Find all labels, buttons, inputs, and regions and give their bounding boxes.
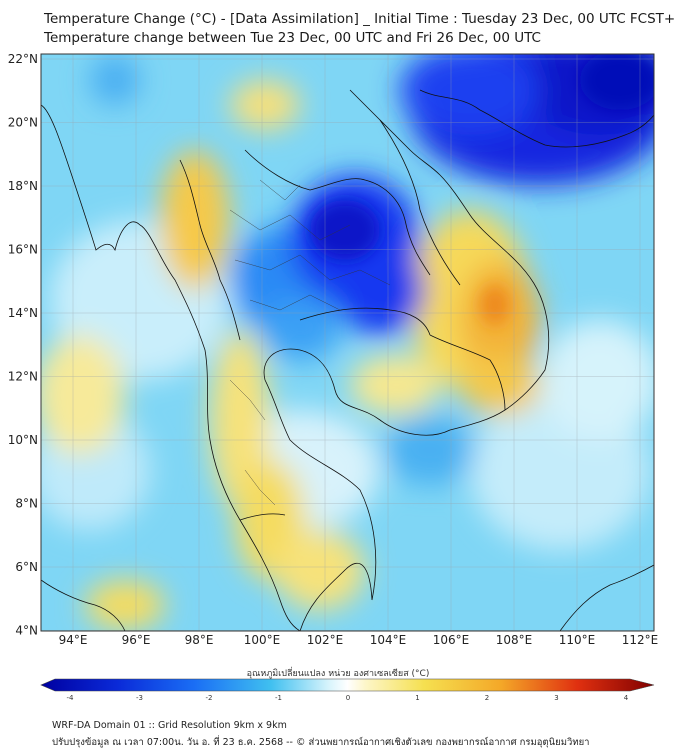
latitude-label: 20°N bbox=[8, 116, 38, 130]
longitude-label: 112°E bbox=[622, 633, 659, 647]
chart-title-line1: Temperature Change (°C) - [Data Assimila… bbox=[44, 11, 676, 27]
map-frame bbox=[40, 53, 655, 632]
colorbar-tick-label: -3 bbox=[136, 694, 143, 702]
latitude-labels: 22°N 20°N 18°N 16°N 14°N 12°N 10°N 8°N 6°N 4°N bbox=[8, 52, 38, 638]
coastline-bay-of-bengal bbox=[41, 104, 301, 631]
colorbar-tick-label: 2 bbox=[485, 694, 489, 702]
latitude-label: 18°N bbox=[8, 179, 38, 193]
longitude-label: 96°E bbox=[122, 633, 151, 647]
temperature-field bbox=[41, 54, 654, 631]
latitude-label: 16°N bbox=[8, 243, 38, 257]
longitude-label: 100°E bbox=[244, 633, 281, 647]
latitude-label: 14°N bbox=[8, 306, 38, 320]
longitude-label: 94°E bbox=[59, 633, 88, 647]
colorbar-tick-label: 4 bbox=[624, 694, 629, 702]
latitude-label: 4°N bbox=[15, 624, 38, 638]
longitude-label: 106°E bbox=[433, 633, 470, 647]
coastline-sumatra bbox=[41, 579, 126, 631]
province-borders bbox=[229, 179, 391, 506]
latitude-label: 10°N bbox=[8, 433, 38, 447]
country-border-cambodia-vietnam bbox=[429, 334, 506, 411]
coastline-borneo bbox=[559, 564, 654, 631]
latitude-label: 8°N bbox=[15, 497, 38, 511]
longitude-label: 104°E bbox=[370, 633, 407, 647]
colorbar-tick-label: 1 bbox=[415, 694, 419, 702]
colorbar-tick-label: 0 bbox=[346, 694, 350, 702]
colorbar-label: อุณหภูมิเปลี่ยนแปลง หน่วย องศาเซลเซียส (… bbox=[246, 669, 430, 679]
footer-line2: ปรับปรุงข้อมูล ณ เวลา 07:00น. วัน อ. ที่… bbox=[52, 737, 590, 748]
longitude-label: 98°E bbox=[185, 633, 214, 647]
longitude-label: 110°E bbox=[559, 633, 596, 647]
colorbar-ticks: -4 -3 -2 -1 0 1 2 3 4 bbox=[67, 694, 629, 702]
country-border-laos-vietnam bbox=[379, 119, 461, 286]
longitude-label: 102°E bbox=[307, 633, 344, 647]
latitude-label: 12°N bbox=[8, 370, 38, 384]
coastline-borders bbox=[41, 89, 654, 631]
colorbar-tick-label: 3 bbox=[554, 694, 558, 702]
country-border-malaysia bbox=[239, 513, 286, 521]
colorbar-tick-label: -1 bbox=[275, 694, 282, 702]
colorbar-gradient bbox=[40, 678, 655, 692]
country-border-west bbox=[179, 159, 241, 341]
country-border-thai-cambodia bbox=[299, 307, 431, 336]
coastline-south-china bbox=[419, 89, 654, 148]
longitude-label: 108°E bbox=[496, 633, 533, 647]
chart-title-line2: Temperature change between Tue 23 Dec, 0… bbox=[44, 30, 541, 46]
country-border-thai-laos bbox=[244, 149, 431, 276]
latitude-label: 22°N bbox=[8, 52, 38, 66]
colorbar: -4 -3 -2 -1 0 1 2 3 4 bbox=[40, 678, 655, 702]
latitude-label: 6°N bbox=[15, 560, 38, 574]
longitude-labels: 94°E 96°E 98°E 100°E 102°E 104°E 106°E 108°E 110… bbox=[59, 633, 659, 647]
coastline-gulf-of-thailand bbox=[263, 89, 550, 631]
footer-line1: WRF-DA Domain 01 :: Grid Resolution 9km … bbox=[52, 720, 287, 731]
colorbar-tick-label: -4 bbox=[67, 694, 75, 702]
colorbar-tick-label: -2 bbox=[206, 694, 213, 702]
